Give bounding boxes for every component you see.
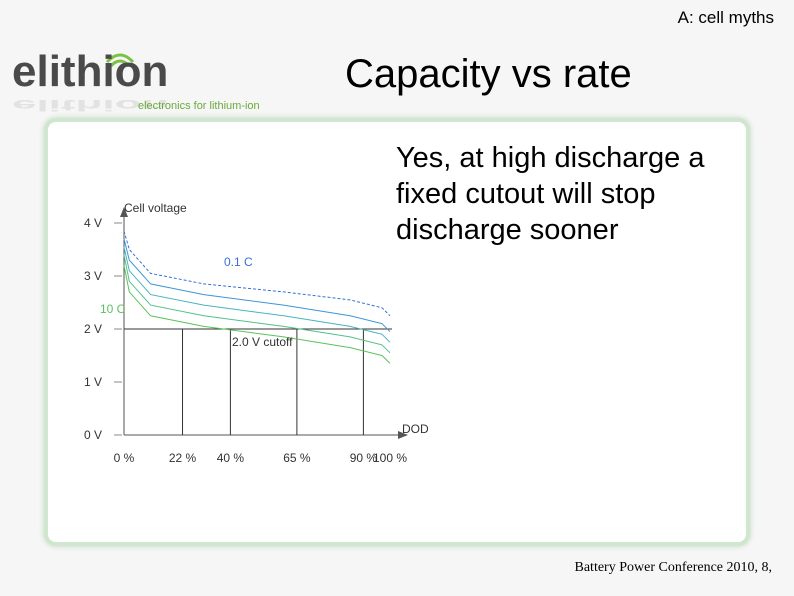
- discharge-curve: [123, 246, 391, 343]
- high-rate-label: 10 C: [100, 302, 126, 316]
- y-tick-label: 0 V: [84, 428, 102, 442]
- x-tick-label: 22 %: [169, 451, 197, 465]
- slide-section-tag: A: cell myths: [677, 8, 774, 27]
- content-panel: [44, 118, 750, 546]
- y-tick-label: 4 V: [84, 216, 102, 230]
- logo-tagline: electronics for lithium-ion: [138, 100, 260, 112]
- elithion-logo: elithion elithion electronics for lithiu…: [12, 47, 282, 118]
- capacity-vs-rate-chart: 4 V3 V2 V1 V0 V0 % 22 % 40 % 65 % 90 %100 % …: [84, 201, 429, 465]
- discharge-curve: [123, 230, 391, 317]
- elithion-logo-graphic: elithion elithion: [12, 47, 168, 114]
- discharge-curve: [123, 254, 391, 354]
- low-rate-label: 0.1 C: [224, 255, 253, 269]
- y-tick-label: 3 V: [84, 269, 102, 283]
- x-axis-arrow: [398, 431, 408, 439]
- footer-citation: Battery Power Conference 2010, 8,: [574, 560, 773, 575]
- discharge-curve: [123, 265, 391, 364]
- bullet-text: Yes, at high discharge a fixed cutout wi…: [396, 142, 705, 246]
- cutoff-label: 2.0 V cutoff: [232, 335, 293, 349]
- slide-title: Capacity vs rate: [345, 52, 632, 96]
- svg-text:elithion: elithion: [12, 48, 168, 96]
- y-axis-label: Cell voltage: [124, 201, 187, 215]
- x-tick-label: 0 %: [114, 451, 135, 465]
- x-tick-label: 40 %: [217, 451, 245, 465]
- x-tick-label: 100 %: [373, 451, 407, 465]
- x-tick-label: 65 %: [283, 451, 311, 465]
- svg-text:elithion: elithion: [12, 97, 168, 114]
- y-tick-label: 1 V: [84, 375, 102, 389]
- y-tick-label: 2 V: [84, 322, 102, 336]
- x-axis-label: DOD: [402, 422, 429, 436]
- discharge-curve: [123, 238, 391, 333]
- x-tick-label: 90 %: [350, 451, 378, 465]
- y-axis-arrow: [120, 207, 128, 217]
